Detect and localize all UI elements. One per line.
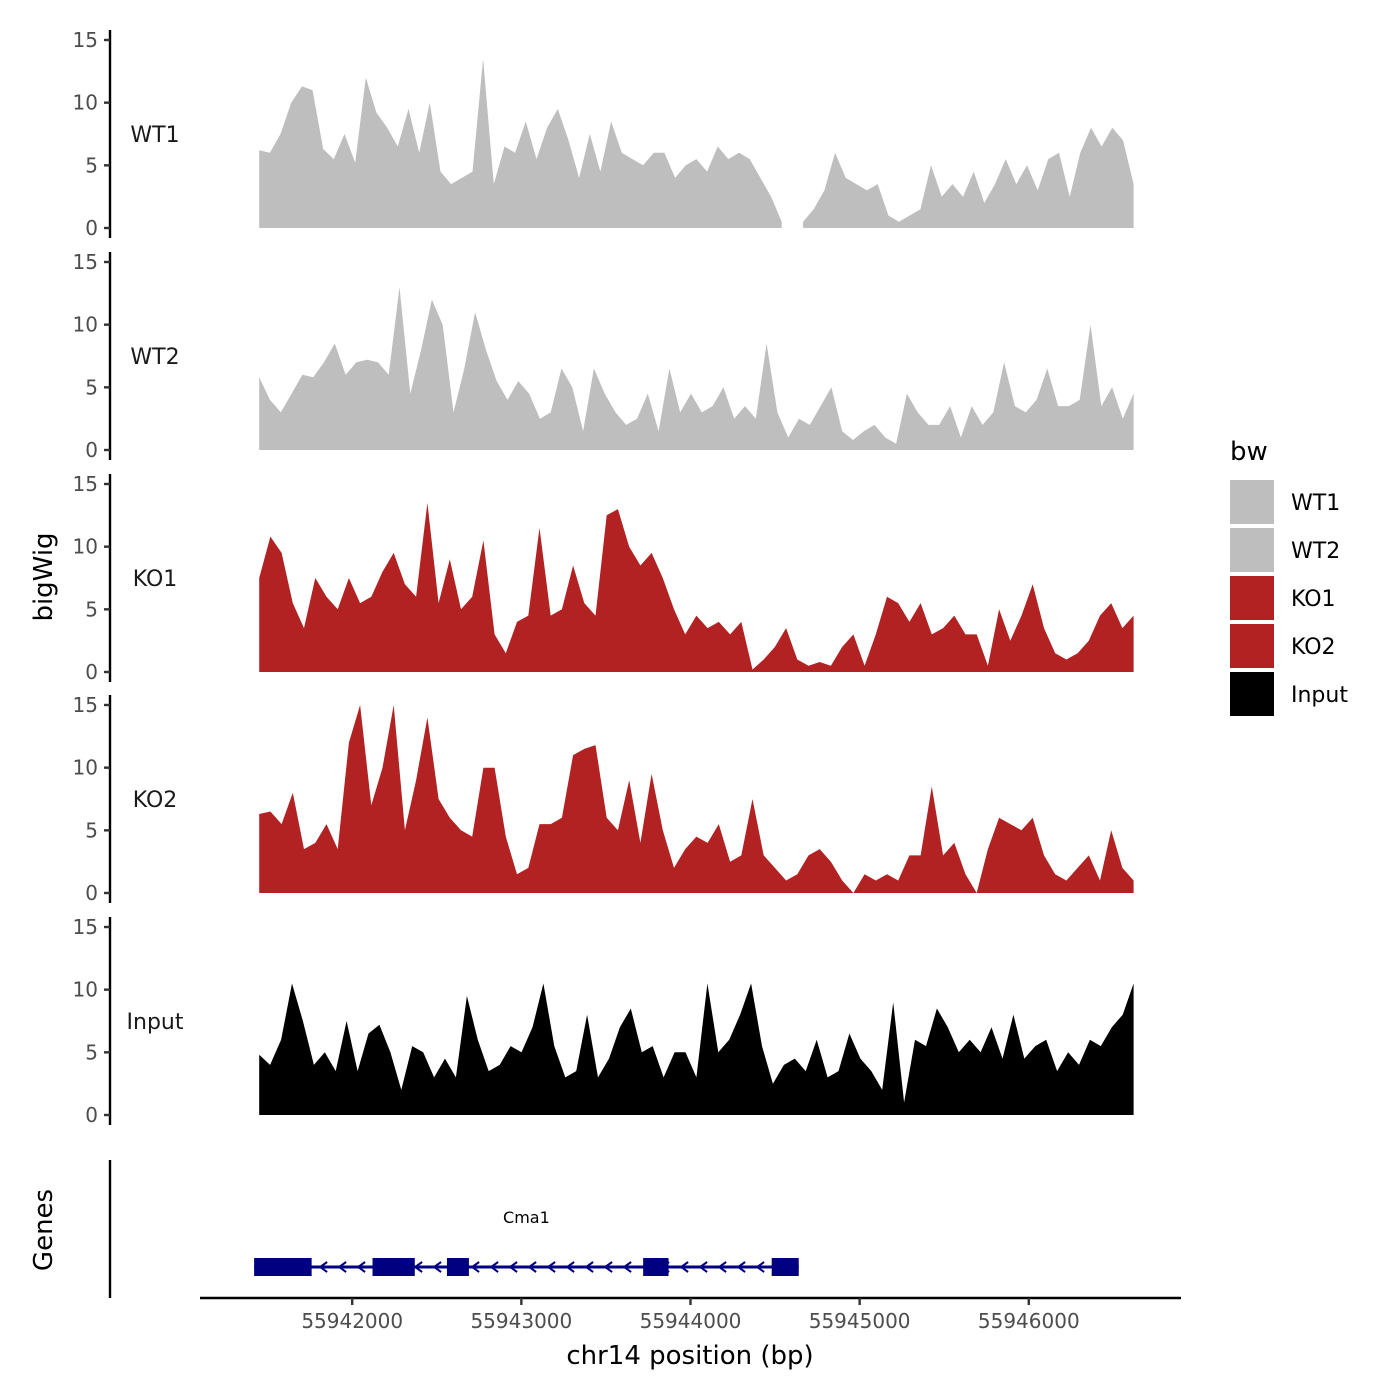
exon (771, 1258, 799, 1276)
track-label: WT1 (130, 123, 179, 148)
strand-arrow (736, 1261, 746, 1273)
track-label: WT2 (130, 345, 179, 370)
y-tick-label: 15 (73, 28, 98, 52)
y-tick-label: 10 (73, 978, 98, 1002)
y-tick-label: 0 (85, 216, 98, 240)
y-tick-label: 5 (85, 818, 98, 842)
y-tick-label: 0 (85, 1103, 98, 1127)
signal-area-wt2 (259, 287, 1134, 450)
y-axis-title: bigWig (29, 532, 59, 621)
strand-arrow (603, 1261, 613, 1273)
strand-arrow (698, 1261, 708, 1273)
signal-area-ko1 (259, 502, 1134, 672)
legend-label: WT1 (1291, 491, 1340, 516)
strand-arrow (432, 1261, 442, 1273)
y-tick-label: 15 (73, 693, 98, 717)
x-tick-label: 55944000 (640, 1309, 742, 1333)
y-tick-label: 10 (73, 535, 98, 559)
legend-swatch-wt2 (1230, 528, 1274, 572)
y-tick-label: 10 (73, 313, 98, 337)
x-tick-label: 55943000 (470, 1309, 572, 1333)
exon (643, 1258, 669, 1276)
y-tick-label: 5 (85, 597, 98, 621)
strand-arrow (318, 1261, 328, 1273)
y-tick-label: 5 (85, 153, 98, 177)
gene-panel-title: Genes (29, 1189, 59, 1271)
signal-area-input (259, 983, 1134, 1115)
strand-arrow (470, 1261, 480, 1273)
strand-arrow (565, 1261, 575, 1273)
track-wt2: 0 5 10 15 WT2 (73, 250, 1134, 462)
x-tick-label: 55942000 (301, 1309, 403, 1333)
gene-panel: Cma1 (108, 1160, 799, 1298)
track-label: Input (127, 1010, 184, 1035)
y-tick-label: 0 (85, 881, 98, 905)
legend-swatch-ko1 (1230, 576, 1274, 620)
x-axis-title: chr14 position (bp) (566, 1341, 813, 1371)
tracks-area: 0 5 10 15 WT1 0 5 10 15 WT2 0 5 10 15 KO1 0 5 10 15 KO2 0 5 10… (73, 28, 1134, 1127)
exon (446, 1258, 469, 1276)
y-tick-label: 0 (85, 438, 98, 462)
y-tick-label: 10 (73, 91, 98, 115)
strand-arrow (584, 1261, 594, 1273)
y-tick-label: 10 (73, 756, 98, 780)
track-label: KO1 (133, 567, 178, 592)
exon (254, 1258, 312, 1276)
y-tick-label: 0 (85, 660, 98, 684)
x-axis: 55942000 55943000 55944000 55945000 55946000 (200, 1296, 1181, 1333)
legend-label: KO2 (1291, 635, 1336, 660)
legend-swatch-input (1230, 672, 1274, 716)
strand-arrow (413, 1261, 423, 1273)
track-wt1: 0 5 10 15 WT1 (73, 28, 1134, 240)
track-ko1: 0 5 10 15 KO1 (73, 472, 1134, 684)
strand-arrow (622, 1261, 632, 1273)
legend-label: KO1 (1291, 587, 1336, 612)
strand-arrow (489, 1261, 499, 1273)
track-input: 0 5 10 15 Input (73, 915, 1134, 1127)
legend-title: bw (1230, 437, 1268, 467)
legend-label: Input (1291, 683, 1348, 708)
y-tick-label: 5 (85, 375, 98, 399)
gene-name-label: Cma1 (503, 1208, 550, 1227)
exon (372, 1258, 415, 1276)
x-tick-label: 55946000 (978, 1309, 1080, 1333)
strand-arrow (679, 1261, 689, 1273)
signal-area-ko2 (259, 705, 1134, 893)
legend-label: WT2 (1291, 539, 1340, 564)
strand-arrow (717, 1261, 727, 1273)
strand-arrow (508, 1261, 518, 1273)
legend: bw WT1 WT2 KO1 KO2 Input (1230, 437, 1348, 716)
strand-arrow (527, 1261, 537, 1273)
y-tick-label: 15 (73, 250, 98, 274)
x-tick-label: 55945000 (809, 1309, 911, 1333)
signal-area-wt1 (259, 58, 782, 228)
track-ko2: 0 5 10 15 KO2 (73, 693, 1134, 905)
signal-area-wt1 (803, 127, 1134, 228)
strand-arrow (337, 1261, 347, 1273)
strand-arrow (546, 1261, 556, 1273)
strand-arrow (755, 1261, 765, 1273)
track-label: KO2 (133, 788, 178, 813)
strand-arrow (356, 1261, 366, 1273)
legend-swatch-wt1 (1230, 480, 1274, 524)
y-tick-label: 5 (85, 1040, 98, 1064)
y-tick-label: 15 (73, 915, 98, 939)
y-tick-label: 15 (73, 472, 98, 496)
legend-swatch-ko2 (1230, 624, 1274, 668)
